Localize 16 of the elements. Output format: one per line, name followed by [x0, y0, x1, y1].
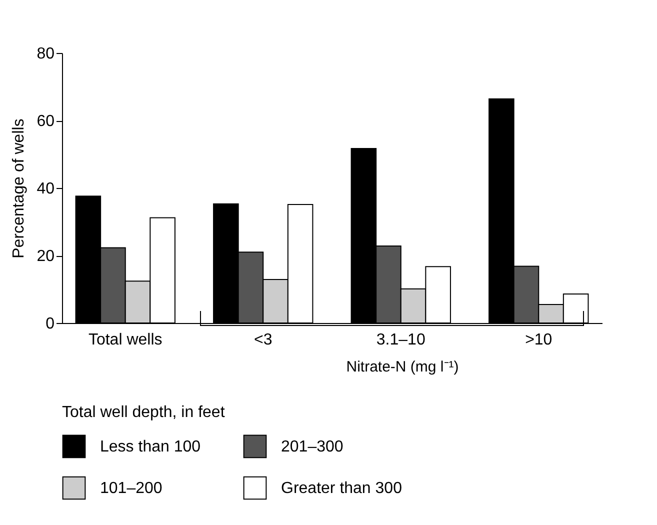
- y-tick-label: 60: [36, 113, 55, 130]
- legend-label: Greater than 300: [281, 480, 402, 497]
- x-tick-label: 3.1–10: [376, 332, 426, 348]
- y-tick-label: 80: [36, 46, 55, 62]
- y-tick-label: 40: [36, 180, 55, 198]
- legend-label: 201–300: [281, 438, 344, 456]
- x-axis-title: Nitrate-N (mg l⁻¹): [346, 358, 459, 376]
- x-tick-label: Total wells: [88, 332, 162, 348]
- legend-label: 101–200: [100, 480, 162, 497]
- legend-label: Less than 100: [100, 438, 201, 456]
- x-tick-label: <3: [254, 332, 272, 348]
- y-axis-title: Percentage of wells: [10, 118, 28, 258]
- y-tick-label: 0: [46, 316, 55, 332]
- legend-title: Total well depth, in feet: [62, 404, 226, 421]
- x-tick-label: >10: [525, 332, 552, 348]
- y-tick-label: 20: [36, 248, 55, 265]
